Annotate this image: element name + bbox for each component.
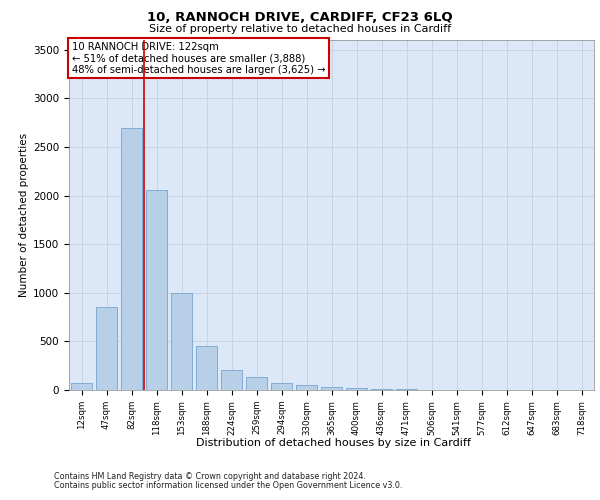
Text: Distribution of detached houses by size in Cardiff: Distribution of detached houses by size … <box>196 438 470 448</box>
Bar <box>296 384 317 390</box>
Bar <box>371 388 392 390</box>
Text: Contains HM Land Registry data © Crown copyright and database right 2024.: Contains HM Land Registry data © Crown c… <box>54 472 366 481</box>
Bar <box>96 308 117 390</box>
Text: 10, RANNOCH DRIVE, CARDIFF, CF23 6LQ: 10, RANNOCH DRIVE, CARDIFF, CF23 6LQ <box>147 11 453 24</box>
Text: Contains public sector information licensed under the Open Government Licence v3: Contains public sector information licen… <box>54 481 403 490</box>
Bar <box>121 128 142 390</box>
Bar <box>271 382 292 390</box>
Bar <box>221 370 242 390</box>
Y-axis label: Number of detached properties: Number of detached properties <box>19 133 29 297</box>
Text: Size of property relative to detached houses in Cardiff: Size of property relative to detached ho… <box>149 24 451 34</box>
Bar <box>171 293 192 390</box>
Bar <box>396 389 417 390</box>
Bar <box>196 346 217 390</box>
Bar <box>146 190 167 390</box>
Bar <box>346 388 367 390</box>
Bar <box>71 382 92 390</box>
Text: 10 RANNOCH DRIVE: 122sqm
← 51% of detached houses are smaller (3,888)
48% of sem: 10 RANNOCH DRIVE: 122sqm ← 51% of detach… <box>71 42 325 75</box>
Bar <box>321 386 342 390</box>
Bar <box>246 378 267 390</box>
